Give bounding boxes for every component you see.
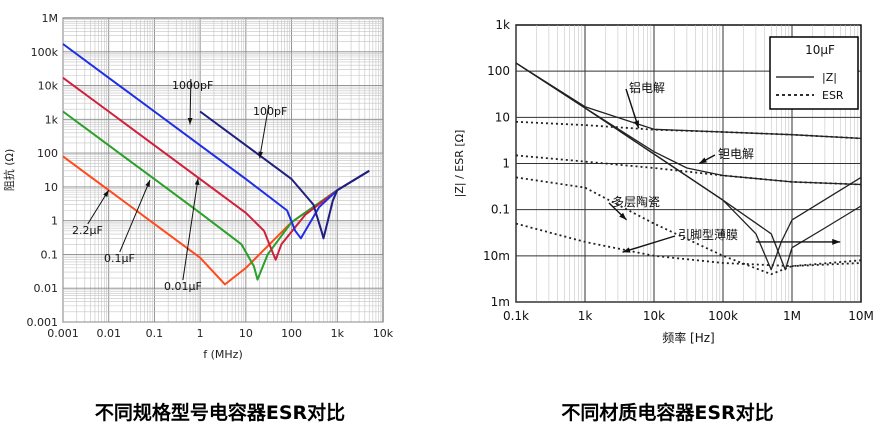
annotation-arrow [259, 104, 270, 159]
series-line-esr-dotted [515, 222, 862, 267]
annotation-label: 100pF [253, 105, 287, 118]
y-tick-label: 10 [44, 181, 58, 194]
annotation-100pf: 100pF [253, 104, 287, 159]
legend-entry: |Z| [822, 71, 837, 84]
annotation-x: 铝电解 [625, 80, 665, 129]
x-axis-label: f (MHz) [203, 348, 243, 361]
y-tick-label: 0.01 [34, 282, 59, 295]
y-tick-label: 1m [491, 295, 510, 309]
annotation-arrow-film [755, 238, 841, 245]
series-line-z-solid [515, 62, 862, 271]
caption-right: 不同材质电容器ESR对比 [561, 402, 774, 424]
annotation-arrowhead [832, 238, 841, 245]
x-tick-label: 10k [643, 309, 665, 323]
annotation-arrowhead [622, 247, 631, 253]
y-tick-label: 100k [31, 46, 59, 59]
y-tick-label: 1M [42, 12, 59, 25]
y-tick-label: 100 [487, 64, 510, 78]
y-tick-label: 0.001 [27, 316, 59, 329]
annotation-arrowhead [187, 117, 193, 125]
series-line-100pf [199, 110, 370, 240]
y-tick-label: 1 [51, 215, 58, 228]
y-tick-label: 10 [495, 110, 510, 124]
annotation-x: 引脚型薄膜 [622, 227, 738, 253]
annotation-arrowhead [633, 120, 639, 129]
annotation-label: 0.01μF [164, 280, 202, 293]
y-tick-label: 0.1 [41, 248, 59, 261]
legend-entry: ESR [822, 89, 844, 102]
plot-area [62, 17, 384, 323]
annotation-label: 铝电解 [629, 80, 665, 95]
annotation-arrowhead [699, 157, 707, 164]
annotation-arrowhead [258, 151, 264, 159]
annotation-0-01-f: 0.01μF [164, 178, 202, 293]
annotation-arrowhead [619, 212, 627, 220]
y-tick-label: 1k [45, 113, 59, 126]
y-axis-label: |Z| / ESR [Ω] [453, 130, 466, 198]
y-tick-label: 0.1 [491, 203, 510, 217]
x-tick-label: 10 [239, 327, 253, 340]
x-tick-label: 10M [848, 309, 874, 323]
series-line-0-1-f [62, 110, 370, 281]
annotation-arrowhead [103, 190, 109, 198]
x-tick-label: 0.01 [96, 327, 121, 340]
x-tick-label: 1k [578, 309, 593, 323]
annotation-x: 钽电解 [698, 147, 754, 165]
x-axis-label: 频率 [Hz] [662, 330, 715, 345]
legend-box [769, 36, 859, 110]
annotation-arrow [87, 189, 110, 225]
x-tick-label: 1M [783, 309, 801, 323]
annotation-x: 多层陶瓷 [608, 194, 660, 221]
x-tick-label: 100 [281, 327, 302, 340]
legend-title: 10μF [805, 43, 835, 57]
annotation-1000pf: 1000pF [172, 78, 213, 125]
x-tick-label: 10k [373, 327, 394, 340]
grid [62, 18, 383, 323]
legend: 10μF |Z| ESR [769, 36, 859, 110]
annotation-arrowhead [145, 179, 150, 187]
annotation-label: 引脚型薄膜 [678, 227, 738, 242]
annotation-label: 2.2μF [72, 224, 103, 237]
annotation-arrow [119, 179, 151, 253]
annotation-label: 多层陶瓷 [612, 194, 660, 209]
annotation-label: 1000pF [172, 79, 213, 92]
annotation-arrow [622, 235, 676, 253]
annotation-2-2-f: 2.2μF [72, 189, 110, 237]
y-tick-label: 1 [502, 157, 510, 171]
y-tick-label: 10k [38, 80, 59, 93]
annotation-label: 0.1μF [104, 252, 135, 265]
x-tick-label: 0.1k [503, 309, 529, 323]
annotation-arrow [182, 178, 199, 281]
x-tick-label: 1 [197, 327, 204, 340]
annotation-arrow [189, 78, 192, 125]
x-tick-label: 0.1 [146, 327, 164, 340]
annotation-arrowhead [194, 178, 200, 186]
x-tick-label: 100k [708, 309, 738, 323]
series-line-1000pf [62, 43, 370, 240]
x-tick-label: 1k [331, 327, 345, 340]
impedance-chart-by-capacitance: 0.001 0.01 0.1 1 10 100 1k 10k 0.001 0.01 0.1 1 10 10… [2, 12, 394, 361]
impedance-chart-by-material: 0.1k 1k 10k 100k 1M 10M 1m 10m 0.1 1 10 100 1k 频率 [Hz… [453, 18, 874, 345]
annotation-0-1-f: 0.1μF [104, 179, 151, 265]
y-tick-label: 1k [495, 18, 510, 32]
x-tick-label: 0.001 [47, 327, 79, 340]
y-tick-label: 10m [483, 249, 510, 263]
y-tick-label: 100 [37, 147, 58, 160]
y-axis-label: 阻抗 (Ω) [2, 149, 16, 192]
series-line-z-solid [515, 62, 862, 140]
annotation-label: 钽电解 [718, 147, 754, 161]
caption-left: 不同规格型号电容器ESR对比 [94, 402, 346, 424]
series-line-0-01-f [62, 76, 370, 261]
